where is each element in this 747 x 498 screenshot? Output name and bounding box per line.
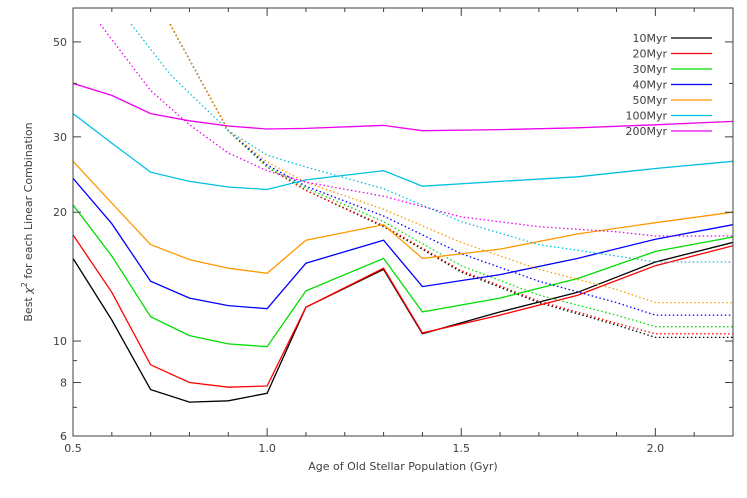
tick-labels: 0.5 1.0 1.5 2.0 6 8 10 20 30 50: [53, 36, 664, 455]
legend-label-40myr: 40Myr: [632, 79, 667, 92]
plot-lines: [73, 23, 733, 403]
legend-label-30myr: 30Myr: [632, 63, 667, 76]
legend: 10Myr 20Myr 30Myr 40Myr 50Myr 100Myr 200Myr: [625, 32, 712, 138]
series-200myr-solid-line: [73, 82, 733, 132]
axis-ticks: [72, 8, 734, 437]
legend-label-200myr: 200Myr: [625, 125, 667, 138]
series-30myr-solid-line: [73, 204, 733, 348]
legend-label-20myr: 20Myr: [632, 48, 667, 61]
series-200myr-dotted-line: [99, 23, 733, 237]
legend-label-100myr: 100Myr: [625, 110, 667, 123]
x-tick-label: 1.0: [258, 442, 276, 455]
x-tick-label: 1.5: [452, 442, 470, 455]
y-tick-label: 8: [60, 377, 67, 390]
y-tick-label: 10: [53, 335, 67, 348]
series-30myr-dotted-line: [169, 23, 733, 328]
series-100myr-dotted-line: [130, 23, 733, 263]
y-tick-label: 6: [60, 430, 67, 443]
series-50myr-dotted-line: [169, 23, 733, 304]
legend-label-50myr: 50Myr: [632, 94, 667, 107]
series-10myr-dotted-line: [169, 23, 733, 339]
series-20myr-solid-line: [73, 234, 733, 388]
series-100myr-solid-line: [73, 113, 733, 191]
y-axis-title-chi: χ: [22, 287, 35, 295]
series-50myr-solid-line: [73, 160, 733, 274]
y-tick-label: 30: [53, 131, 67, 144]
plot-frame: [72, 7, 734, 437]
x-axis-title: Age of Old Stellar Population (Gyr): [308, 460, 497, 473]
series-10myr-solid-line: [73, 241, 733, 403]
y-axis-title-exponent: 2: [20, 282, 29, 287]
x-tick-label: 0.5: [64, 442, 82, 455]
y-axis-title-suffix: for each Linear Combination: [22, 122, 35, 282]
y-axis-title-prefix: Best: [22, 294, 35, 322]
x-tick-label: 2.0: [647, 442, 665, 455]
y-axis-title: Best χ2 for each Linear Combination: [20, 122, 35, 321]
y-tick-label: 50: [53, 36, 67, 49]
legend-label-10myr: 10Myr: [632, 32, 667, 45]
series-40myr-solid-line: [73, 177, 733, 310]
y-tick-label: 20: [53, 206, 67, 219]
